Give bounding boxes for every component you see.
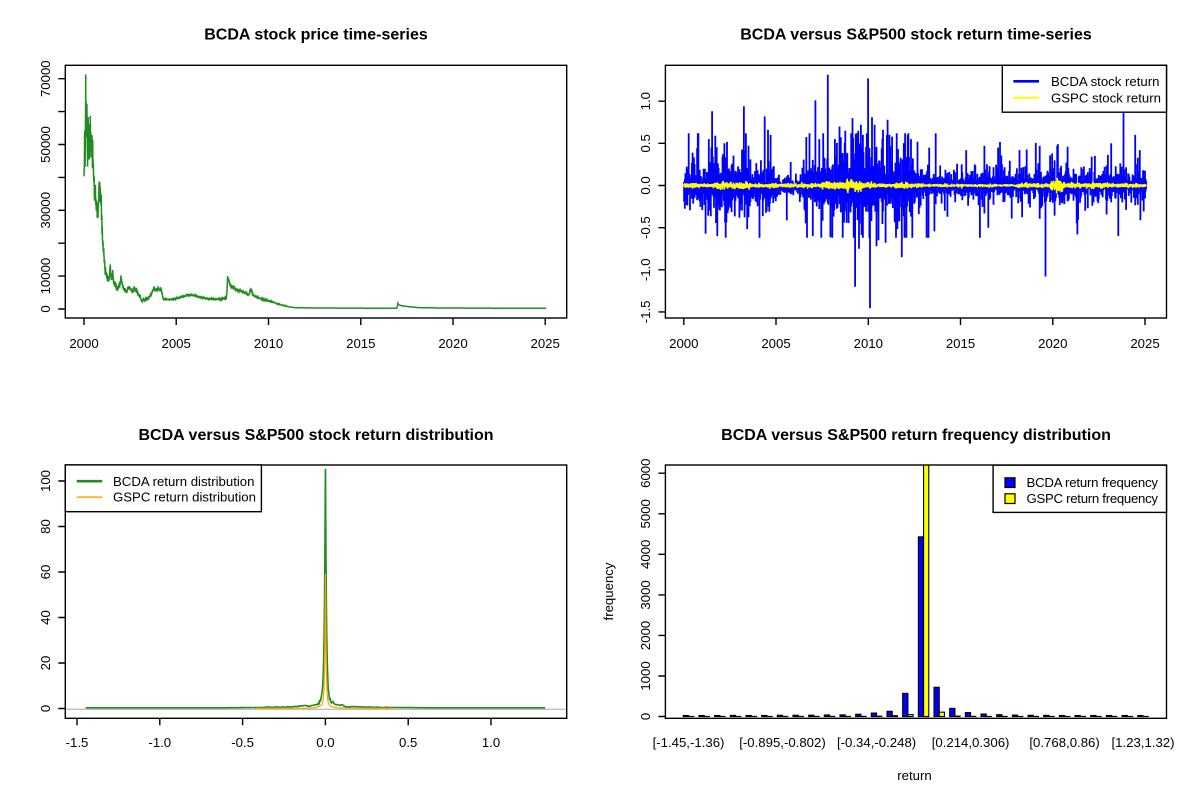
svg-text:2020: 2020 <box>438 336 467 351</box>
svg-text:0: 0 <box>38 305 53 312</box>
svg-text:-1.0: -1.0 <box>638 258 653 281</box>
svg-text:1000: 1000 <box>638 661 653 690</box>
svg-text:0.5: 0.5 <box>399 735 417 750</box>
svg-text:2000: 2000 <box>638 621 653 650</box>
svg-text:-1.5: -1.5 <box>638 301 653 324</box>
svg-text:BCDA stock price time-series: BCDA stock price time-series <box>204 27 428 44</box>
svg-text:6000: 6000 <box>638 459 653 488</box>
svg-text:2005: 2005 <box>761 336 790 351</box>
svg-text:BCDA return frequency: BCDA return frequency <box>1027 475 1159 490</box>
svg-text:[0.214,0.306): [0.214,0.306) <box>932 735 1010 750</box>
svg-text:20: 20 <box>38 656 53 671</box>
svg-text:60: 60 <box>38 565 53 580</box>
svg-text:1.0: 1.0 <box>638 92 653 110</box>
svg-text:[1.23,1.32): [1.23,1.32) <box>1111 735 1174 750</box>
svg-text:2005: 2005 <box>162 336 191 351</box>
svg-text:3000: 3000 <box>638 580 653 609</box>
svg-text:5000: 5000 <box>638 499 653 528</box>
svg-text:2025: 2025 <box>531 336 560 351</box>
svg-text:-0.5: -0.5 <box>231 735 254 750</box>
svg-text:0.5: 0.5 <box>638 134 653 152</box>
svg-text:80: 80 <box>38 519 53 534</box>
svg-text:0: 0 <box>38 705 53 712</box>
svg-text:2020: 2020 <box>1038 336 1067 351</box>
svg-text:BCDA versus S&P500 return freq: BCDA versus S&P500 return frequency dist… <box>721 427 1111 444</box>
svg-text:2000: 2000 <box>669 336 698 351</box>
svg-text:2000: 2000 <box>69 336 98 351</box>
svg-text:50000: 50000 <box>38 126 53 163</box>
svg-text:2010: 2010 <box>254 336 283 351</box>
svg-text:2015: 2015 <box>346 336 375 351</box>
svg-text:-1.0: -1.0 <box>148 735 171 750</box>
svg-text:BCDA versus S&P500 stock retur: BCDA versus S&P500 stock return distribu… <box>138 427 493 444</box>
svg-text:70000: 70000 <box>38 60 53 97</box>
svg-text:30000: 30000 <box>38 192 53 229</box>
svg-text:0.0: 0.0 <box>316 735 334 750</box>
svg-text:[-1.45,-1.36): [-1.45,-1.36) <box>653 735 725 750</box>
svg-text:1.0: 1.0 <box>482 735 500 750</box>
svg-text:GSPC stock return: GSPC stock return <box>1051 90 1161 105</box>
svg-text:GSPC return distribution: GSPC return distribution <box>113 490 256 505</box>
svg-text:BCDA stock return: BCDA stock return <box>1051 74 1159 89</box>
svg-text:frequency: frequency <box>601 562 616 620</box>
svg-text:40: 40 <box>38 610 53 625</box>
svg-text:100: 100 <box>38 470 53 492</box>
svg-text:2015: 2015 <box>946 336 975 351</box>
svg-text:BCDA versus S&P500 stock retur: BCDA versus S&P500 stock return time-ser… <box>740 27 1092 44</box>
svg-text:0.0: 0.0 <box>638 176 653 194</box>
svg-text:-0.5: -0.5 <box>638 216 653 239</box>
svg-text:0: 0 <box>638 713 653 720</box>
svg-text:[0.768,0.86): [0.768,0.86) <box>1029 735 1099 750</box>
svg-text:return: return <box>897 768 931 783</box>
svg-text:GSPC return frequency: GSPC return frequency <box>1027 491 1159 506</box>
svg-text:[-0.895,-0.802): [-0.895,-0.802) <box>739 735 826 750</box>
svg-text:2010: 2010 <box>854 336 883 351</box>
svg-text:2025: 2025 <box>1130 336 1159 351</box>
svg-text:BCDA return distribution: BCDA return distribution <box>113 474 254 489</box>
svg-text:10000: 10000 <box>38 258 53 295</box>
svg-text:-1.5: -1.5 <box>66 735 89 750</box>
svg-text:4000: 4000 <box>638 540 653 569</box>
svg-text:[-0.34,-0.248): [-0.34,-0.248) <box>837 735 916 750</box>
